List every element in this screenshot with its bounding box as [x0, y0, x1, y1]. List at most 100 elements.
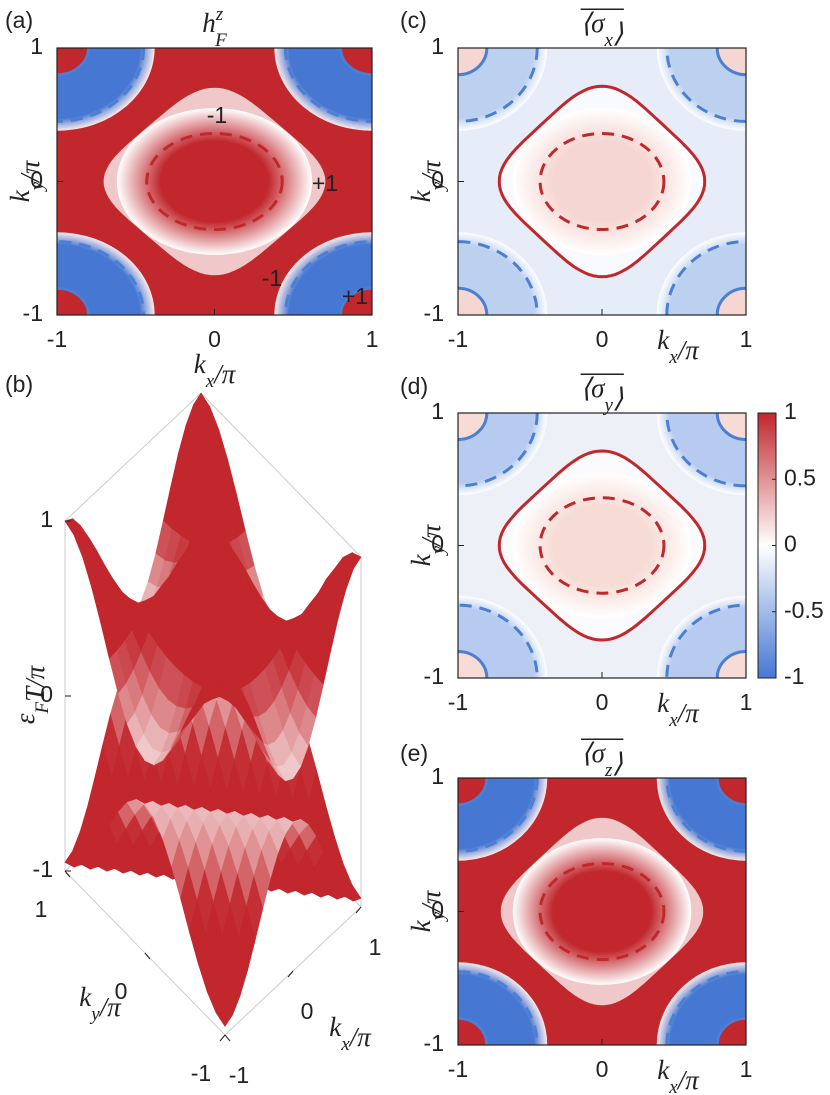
colorbar-tick-label: 0.5	[784, 464, 816, 490]
y-axis-label: ky/π	[79, 982, 122, 1025]
x-axis-label-base: k	[657, 1055, 670, 1085]
x-tick-label: 0	[596, 689, 609, 715]
chart-title: hz F	[202, 4, 227, 51]
y-axis-label-rest: /π	[416, 159, 446, 184]
y-tick	[224, 1034, 231, 1042]
corner-region	[458, 232, 548, 315]
x-tick-label: -1	[47, 326, 67, 352]
x-tick-label: 1	[369, 934, 382, 960]
y-tick-label: 0	[431, 531, 444, 557]
y-tick	[144, 952, 151, 960]
x-axis-label-base: k	[657, 688, 670, 718]
x-tick-label: -1	[448, 689, 468, 715]
heatmap	[458, 778, 746, 1045]
heatmap	[458, 413, 746, 678]
y-tick-label: -1	[424, 1030, 444, 1056]
corner-region	[274, 48, 372, 131]
x-axis-label-rest: /π	[676, 698, 701, 728]
y-axis-label: ky/π	[406, 523, 449, 566]
x-tick	[355, 906, 362, 914]
x-tick-label: 1	[740, 1056, 753, 1082]
chart-title: ⟨σx⟩	[581, 8, 624, 51]
contour-solid	[497, 449, 707, 642]
corner-core	[717, 1018, 746, 1045]
corner-region	[656, 413, 746, 496]
corner-region	[458, 962, 548, 1045]
corner-core	[717, 651, 746, 678]
x-axis-label-sub: x	[668, 1077, 678, 1095]
corner-core	[717, 778, 746, 805]
y-axis-label-rest: /π	[15, 159, 45, 184]
x-axis-label: kx/π	[657, 1055, 700, 1095]
contour-solid	[497, 814, 707, 1009]
x-axis-label: kx/π	[329, 1012, 372, 1055]
y-tick-label: 1	[431, 398, 444, 424]
contour-dashed	[538, 496, 666, 595]
colorbar-tick-label: -1	[784, 663, 804, 689]
x-tick-label: 1	[740, 326, 753, 352]
x-axis-label-sub: x	[668, 710, 678, 731]
corner-core	[340, 288, 372, 315]
corner-region	[656, 962, 746, 1045]
y-axis-label-base: k	[406, 553, 436, 566]
x-axis-label: kx/π	[657, 688, 700, 731]
z-tick-label: 0	[40, 681, 53, 707]
y-axis-label: ky/π	[406, 889, 449, 932]
corner-core	[57, 288, 89, 315]
y-axis-label-sub: y	[428, 911, 449, 922]
z-tick-label: -1	[33, 856, 53, 882]
contour-solid	[100, 84, 329, 279]
chart-title-sub: x	[603, 30, 613, 51]
y-axis-label: ky/π	[5, 159, 48, 202]
corner-region	[274, 232, 372, 315]
y-axis-label-rest: /π	[416, 523, 446, 548]
chart-title-rest: ⟩	[612, 748, 623, 778]
chart-title-base: ⟨σ	[581, 8, 607, 38]
y-tick-label: -1	[424, 300, 444, 326]
x-tick	[287, 970, 294, 978]
x-axis-label: kx/π	[194, 349, 237, 392]
corner-region	[458, 595, 548, 678]
corner-region	[656, 232, 746, 315]
y-axis-label-base: k	[406, 189, 436, 202]
center-region	[512, 838, 692, 985]
x-tick-label: -1	[229, 1062, 249, 1088]
x-axis-label-base: k	[657, 325, 670, 355]
chart-title-base: ⟨σ	[581, 373, 607, 403]
y-axis-label: ky/π	[406, 159, 449, 202]
corner-region	[458, 413, 548, 496]
contour-dashed	[538, 131, 666, 232]
annotation: +1	[342, 283, 368, 309]
x-tick	[219, 1034, 226, 1042]
center-region	[512, 108, 692, 255]
corner-region	[458, 778, 548, 861]
x-tick-label: 0	[596, 1056, 609, 1082]
y-tick-label: 1	[431, 763, 444, 789]
corner-region	[656, 595, 746, 678]
y-tick-label: 0	[431, 897, 444, 923]
chart-title-base: h	[202, 8, 216, 38]
contour-dashed	[145, 131, 284, 232]
corner-core	[57, 48, 89, 75]
corner-region	[656, 48, 746, 131]
x-tick-label: 0	[301, 998, 314, 1024]
y-axis-label-sub: y	[428, 545, 449, 556]
panel-label: (e)	[400, 740, 428, 766]
x-axis-label: kx/π	[657, 325, 700, 368]
x-axis-label-sub: x	[668, 347, 678, 368]
colorbar-tick-label: 1	[784, 398, 797, 424]
surface-patch	[215, 677, 234, 686]
z-axis-label-base: ε	[10, 713, 40, 724]
x-tick-label: 0	[208, 326, 221, 352]
x-axis-label-rest: /π	[676, 335, 701, 365]
chart-title: ⟨σz⟩	[581, 738, 623, 781]
chart-title-rest: ⟩	[613, 383, 624, 413]
chart-title-sub: z	[604, 760, 613, 781]
y-tick-label: 1	[35, 896, 48, 922]
y-tick-label: 1	[431, 33, 444, 59]
x-axis-label-rest: /π	[212, 359, 237, 389]
corner-region	[458, 48, 548, 131]
chart-title-rest: ⟩	[613, 18, 624, 48]
y-tick-label: 0	[431, 167, 444, 193]
